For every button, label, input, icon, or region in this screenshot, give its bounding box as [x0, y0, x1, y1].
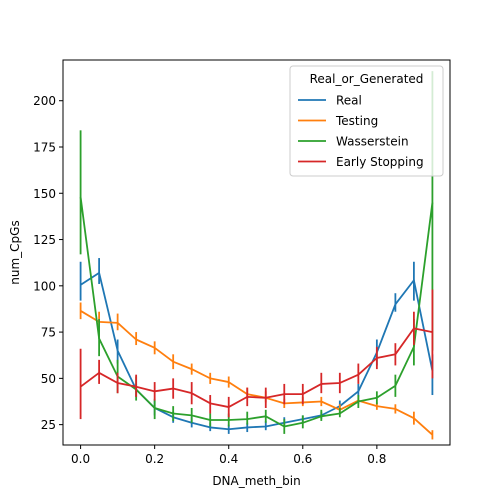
- y-tick-label: 100: [33, 279, 56, 293]
- x-tick-label: 0.0: [71, 452, 90, 466]
- legend: Real_or_Generated Real Testing Wasserstein…: [289, 65, 444, 177]
- y-tick-label: 25: [41, 418, 56, 432]
- series-line: [80, 310, 434, 436]
- y-tick-label: 50: [41, 372, 56, 386]
- y-axis-ticks: 25 50 75 100 125 150 175 200: [33, 94, 63, 432]
- y-tick-label: 175: [33, 140, 56, 154]
- legend-label: Early Stopping: [336, 155, 424, 169]
- y-tick-label: 200: [33, 94, 56, 108]
- x-tick-label: 0.8: [367, 452, 386, 466]
- y-tick-label: 75: [41, 326, 56, 340]
- y-axis-label: num_CpGs: [8, 220, 22, 284]
- legend-label: Testing: [335, 114, 378, 128]
- series-line: [79, 196, 434, 428]
- legend-label: Wasserstein: [336, 135, 409, 149]
- y-tick-label: 125: [33, 233, 56, 247]
- x-tick-label: 0.2: [145, 452, 164, 466]
- y-tick-label: 150: [33, 187, 56, 201]
- plot-frame: [62, 59, 451, 446]
- legend-title: Real_or_Generated: [310, 72, 424, 86]
- x-axis-label: DNA_meth_bin: [212, 474, 300, 488]
- x-tick-label: 0.4: [219, 452, 238, 466]
- x-axis-ticks: 0.0 0.2 0.4 0.6 0.8: [71, 445, 386, 466]
- series-3: [79, 289, 434, 420]
- x-tick-label: 0.6: [293, 452, 312, 466]
- series-line: [80, 327, 433, 408]
- legend-items: Real Testing Wasserstein Early Stopping: [298, 94, 424, 169]
- legend-label: Real: [336, 94, 362, 108]
- legend-box: [289, 65, 444, 177]
